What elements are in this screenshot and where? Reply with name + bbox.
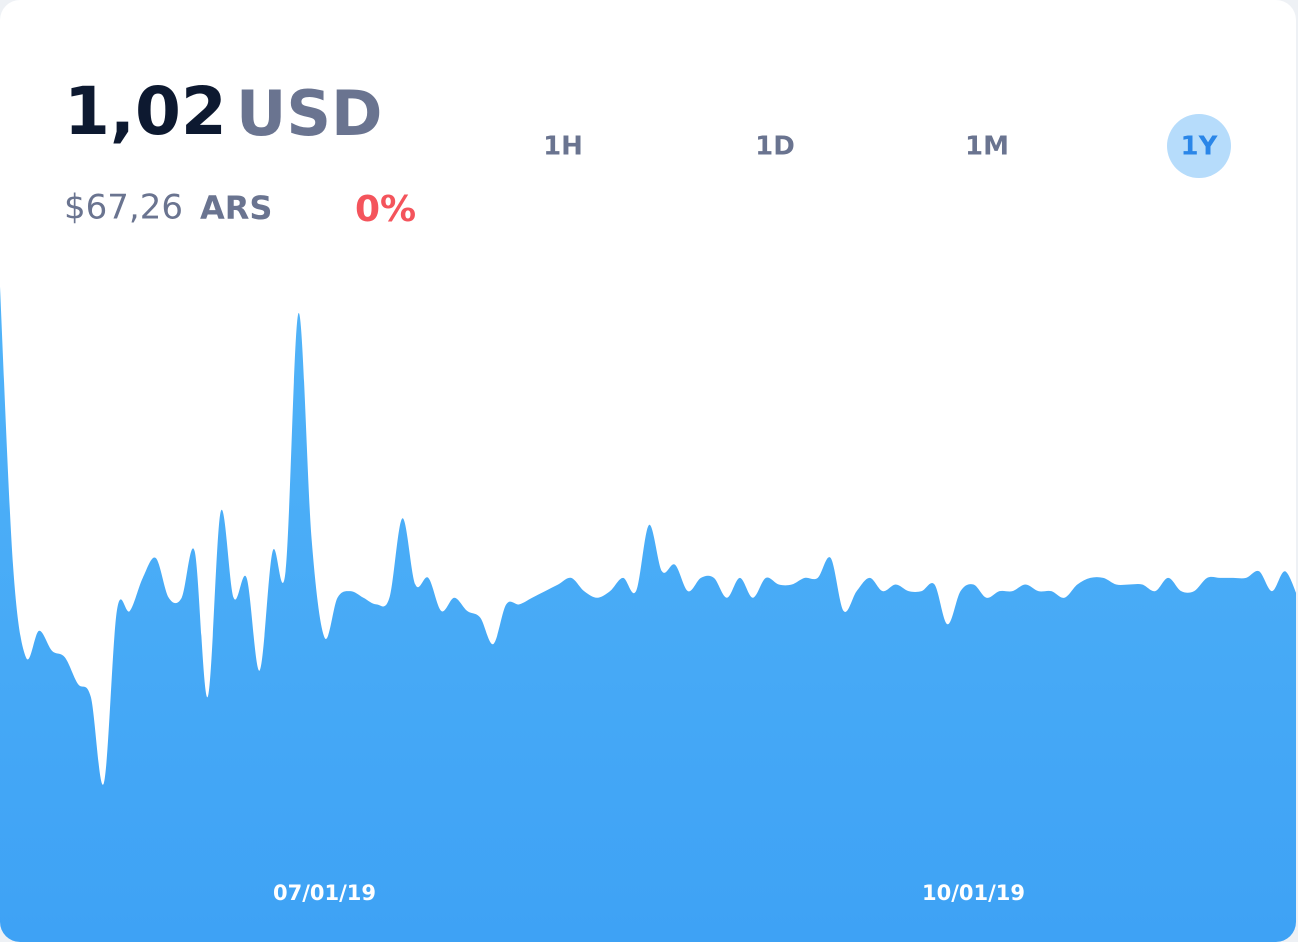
range-label[interactable]: 1Y xyxy=(1181,132,1219,162)
x-tick-label: 10/01/19 xyxy=(922,881,1025,905)
range-label[interactable]: 1M xyxy=(965,132,1009,162)
range-button[interactable]: 1H xyxy=(543,132,583,162)
range-label[interactable]: 1D xyxy=(755,132,795,162)
currency: USD xyxy=(236,77,382,150)
range-button[interactable]: 1Y xyxy=(1167,114,1231,178)
range-label[interactable]: 1H xyxy=(543,132,583,162)
local-price: $67,26 xyxy=(64,188,183,228)
price-area xyxy=(0,286,1296,942)
range-button[interactable]: 1M xyxy=(965,132,1009,162)
local-currency: ARS xyxy=(200,189,272,227)
price: 1,02 xyxy=(64,73,227,150)
range-highlight[interactable] xyxy=(1167,114,1231,178)
x-tick-label: 07/01/19 xyxy=(273,881,376,905)
range-button[interactable]: 1D xyxy=(755,132,795,162)
change: 0% xyxy=(355,189,416,230)
